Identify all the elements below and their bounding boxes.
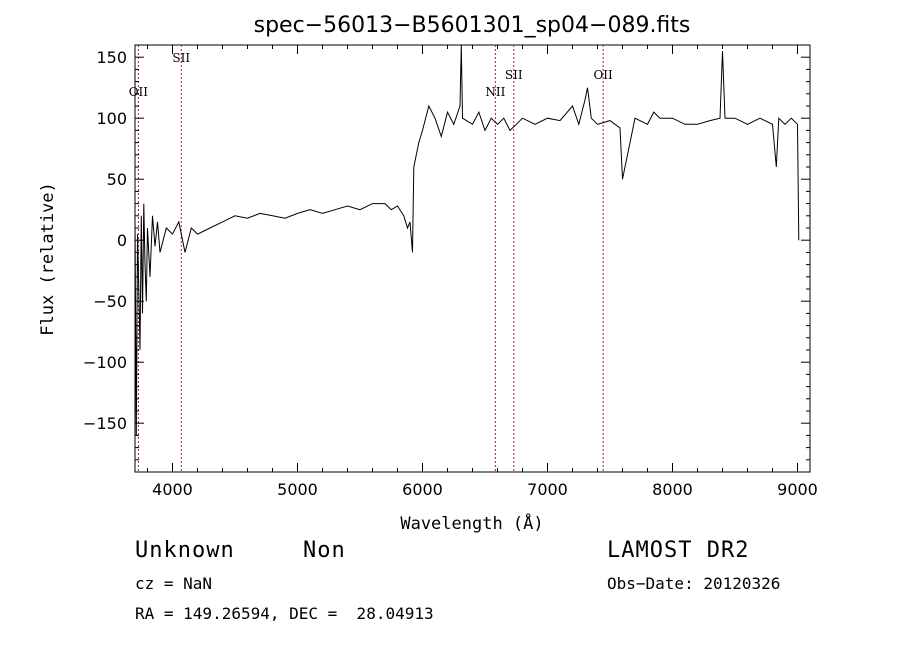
chart-title: spec−56013−B5601301_sp04−089.fits: [254, 13, 691, 38]
y-axis-ticks: 150 100 50 0 −50 −100 −150: [83, 44, 810, 461]
y-axis-label: Flux (relative): [38, 182, 58, 336]
emission-line-label: OII: [593, 68, 613, 82]
redshift-text: cz = NaN: [135, 574, 213, 593]
subclass-label: Non: [303, 538, 346, 563]
x-axis-ticks: 4000 5000 6000 7000 8000 9000: [147, 45, 818, 499]
obs-date-text: Obs−Date: 20120326: [607, 574, 781, 593]
x-tick-label: 4000: [152, 480, 193, 499]
plot-frame: [134, 44, 811, 473]
spectrum-line: [134, 44, 800, 436]
x-tick-label: 5000: [277, 480, 318, 499]
y-tick-label: 50: [107, 170, 127, 189]
x-tick-label: 9000: [777, 480, 818, 499]
y-tick-label: 100: [96, 109, 127, 128]
emission-line-label: SII: [172, 51, 190, 65]
coordinates-text: RA = 149.26594, DEC = 28.04913: [135, 604, 434, 623]
y-tick-label: 0: [117, 231, 127, 250]
emission-line-label: OII: [129, 85, 149, 99]
x-tick-label: 6000: [402, 480, 443, 499]
x-tick-label: 7000: [527, 480, 568, 499]
y-tick-label: 150: [96, 48, 127, 67]
y-tick-label: −100: [83, 353, 127, 372]
y-tick-label: −50: [93, 292, 127, 311]
y-tick-label: −150: [83, 414, 127, 433]
survey-label: LAMOST DR2: [607, 538, 750, 563]
emission-line-label: SII: [505, 68, 523, 82]
class-label: Unknown: [135, 538, 235, 563]
x-axis-label: Wavelength (Å): [400, 512, 543, 534]
emission-line-label: NII: [485, 85, 505, 99]
spectrum-series: [134, 44, 800, 436]
x-tick-label: 8000: [652, 480, 693, 499]
